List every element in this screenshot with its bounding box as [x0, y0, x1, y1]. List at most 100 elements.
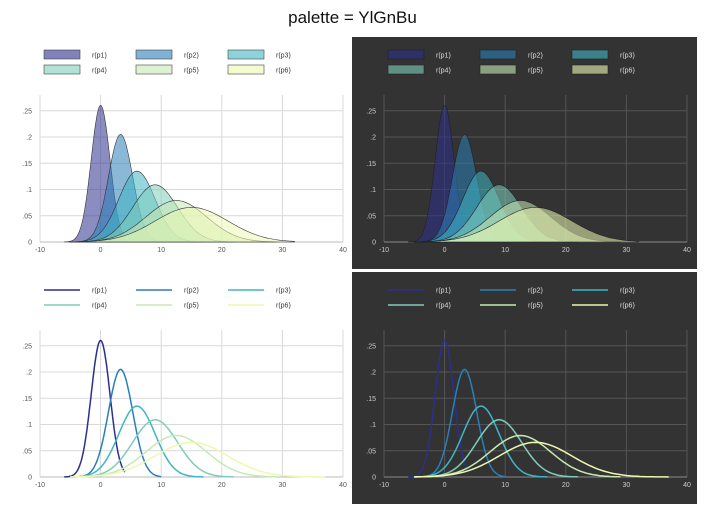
chart-svg: -10 0 10 20 30 400.05.1.15.2.25r(p1) r(p2) r(p3…	[22, 49, 347, 254]
x-tick-label: 40	[683, 247, 691, 254]
legend-label: r(p3)	[620, 288, 635, 295]
x-tick-label: 10	[157, 482, 165, 489]
legend-label: r(p4)	[436, 68, 451, 75]
density-line-r(p1)	[64, 339, 126, 478]
density-area-r(p6)	[414, 207, 639, 243]
x-tick-label: 30	[623, 482, 631, 489]
y-tick-label: .05	[366, 213, 376, 220]
legend-swatch	[479, 49, 517, 60]
y-tick-label: 0	[372, 475, 376, 482]
y-tick-label: .15	[22, 161, 32, 168]
legend-swatch	[387, 64, 425, 75]
legend-swatch	[227, 49, 265, 60]
x-tick-label: 40	[683, 482, 691, 489]
legend-label: r(p1)	[92, 53, 107, 60]
density-line-r(p5)	[414, 434, 621, 478]
x-tick-label: 0	[99, 482, 103, 489]
legend-swatch	[43, 49, 81, 60]
x-tick-label: 20	[562, 482, 570, 489]
x-tick-label: 20	[218, 247, 226, 254]
y-tick-label: .25	[22, 343, 32, 350]
density-line-r(p5)	[70, 434, 277, 478]
y-tick-label: .15	[366, 161, 376, 168]
legend-swatch	[387, 49, 425, 60]
legend-swatch	[135, 64, 173, 75]
x-tick-label: 30	[279, 247, 287, 254]
legend-label: r(p2)	[528, 288, 543, 295]
y-tick-label: .25	[366, 343, 376, 350]
x-tick-label: 0	[443, 247, 447, 254]
x-tick-label: 30	[279, 482, 287, 489]
y-tick-label: .2	[370, 135, 376, 142]
legend-label: r(p6)	[620, 303, 635, 310]
x-tick-label: -10	[379, 247, 389, 254]
y-tick-label: .25	[366, 108, 376, 115]
chart-panel-bottom-right: -10 0 10 20 30 40 0.05.1.15.2.25 r(p1) r(p2) r(p3…	[352, 272, 697, 504]
density-line-r(p4)	[414, 419, 578, 478]
legend-swatch	[571, 49, 609, 60]
y-tick-label: 0	[372, 240, 376, 247]
y-tick-label: 0	[28, 475, 32, 482]
page-title: palette = YlGnBu	[288, 8, 417, 27]
legend-label: r(p3)	[620, 53, 635, 60]
y-tick-label: .15	[366, 396, 376, 403]
y-tick-label: .05	[366, 448, 376, 455]
legend-label: r(p1)	[92, 288, 107, 295]
x-tick-label: 0	[99, 247, 103, 254]
legend-label: r(p4)	[92, 68, 107, 75]
y-tick-label: .05	[22, 213, 32, 220]
legend-label: r(p5)	[184, 68, 199, 75]
legend-label: r(p2)	[528, 53, 543, 60]
y-tick-label: .1	[370, 422, 376, 429]
x-tick-label: -10	[379, 482, 389, 489]
density-line-r(p3)	[70, 405, 204, 478]
legend-label: r(p6)	[620, 68, 635, 75]
legend-label: r(p1)	[436, 288, 451, 295]
legend-label: r(p3)	[276, 288, 291, 295]
density-line-r(p6)	[414, 441, 669, 478]
y-tick-label: .1	[26, 187, 32, 194]
x-tick-label: 30	[623, 247, 631, 254]
legend-swatch	[227, 64, 265, 75]
y-tick-label: .05	[22, 448, 32, 455]
density-line-r(p3)	[414, 405, 548, 478]
x-tick-label: 20	[562, 247, 570, 254]
x-tick-label: 10	[157, 247, 165, 254]
x-tick-label: -10	[35, 247, 45, 254]
legend-swatch	[571, 64, 609, 75]
legend-label: r(p3)	[276, 53, 291, 60]
y-tick-label: .1	[370, 187, 376, 194]
legend-swatch	[135, 49, 173, 60]
x-tick-label: 10	[501, 247, 509, 254]
y-tick-label: .15	[22, 396, 32, 403]
y-tick-label: 0	[28, 240, 32, 247]
chart-svg: -10 0 10 20 30 400.05.1.15.2.25r(p1) r(p2) r(p3…	[366, 49, 691, 254]
legend-label: r(p5)	[184, 303, 199, 310]
legend-label: r(p1)	[436, 53, 451, 60]
chart-panel-top-left: -10 0 10 20 30 40 0.05.1.15.2.25 r(p1) r(p2) r(p3…	[8, 37, 353, 269]
y-tick-label: .2	[26, 135, 32, 142]
legend-swatch	[43, 64, 81, 75]
chart-svg: -10 0 10 20 30 400.05.1.15.2.25r(p1) r(p2) r(p3…	[22, 288, 347, 490]
x-tick-label: 40	[339, 247, 347, 254]
x-tick-label: 10	[501, 482, 509, 489]
legend-label: r(p2)	[184, 53, 199, 60]
density-line-r(p1)	[408, 339, 470, 478]
legend-swatch	[479, 64, 517, 75]
legend-label: r(p6)	[276, 68, 291, 75]
legend-label: r(p4)	[92, 303, 107, 310]
density-line-r(p4)	[70, 419, 234, 478]
chart-svg: -10 0 10 20 30 400.05.1.15.2.25r(p1) r(p2) r(p3…	[366, 288, 691, 490]
legend-label: r(p6)	[276, 303, 291, 310]
chart-panel-top-right: -10 0 10 20 30 40 0.05.1.15.2.25 r(p1) r(p2) r(p3…	[352, 37, 697, 269]
x-tick-label: 20	[218, 482, 226, 489]
x-tick-label: 40	[339, 482, 347, 489]
y-tick-label: .2	[26, 370, 32, 377]
y-tick-label: .1	[26, 422, 32, 429]
legend-label: r(p2)	[184, 288, 199, 295]
x-tick-label: -10	[35, 482, 45, 489]
chart-panel-bottom-left: -10 0 10 20 30 40 0.05.1.15.2.25 r(p1) r(p2) r(p3…	[8, 272, 353, 504]
legend-label: r(p5)	[528, 68, 543, 75]
y-tick-label: .2	[370, 370, 376, 377]
density-line-r(p6)	[70, 441, 325, 478]
